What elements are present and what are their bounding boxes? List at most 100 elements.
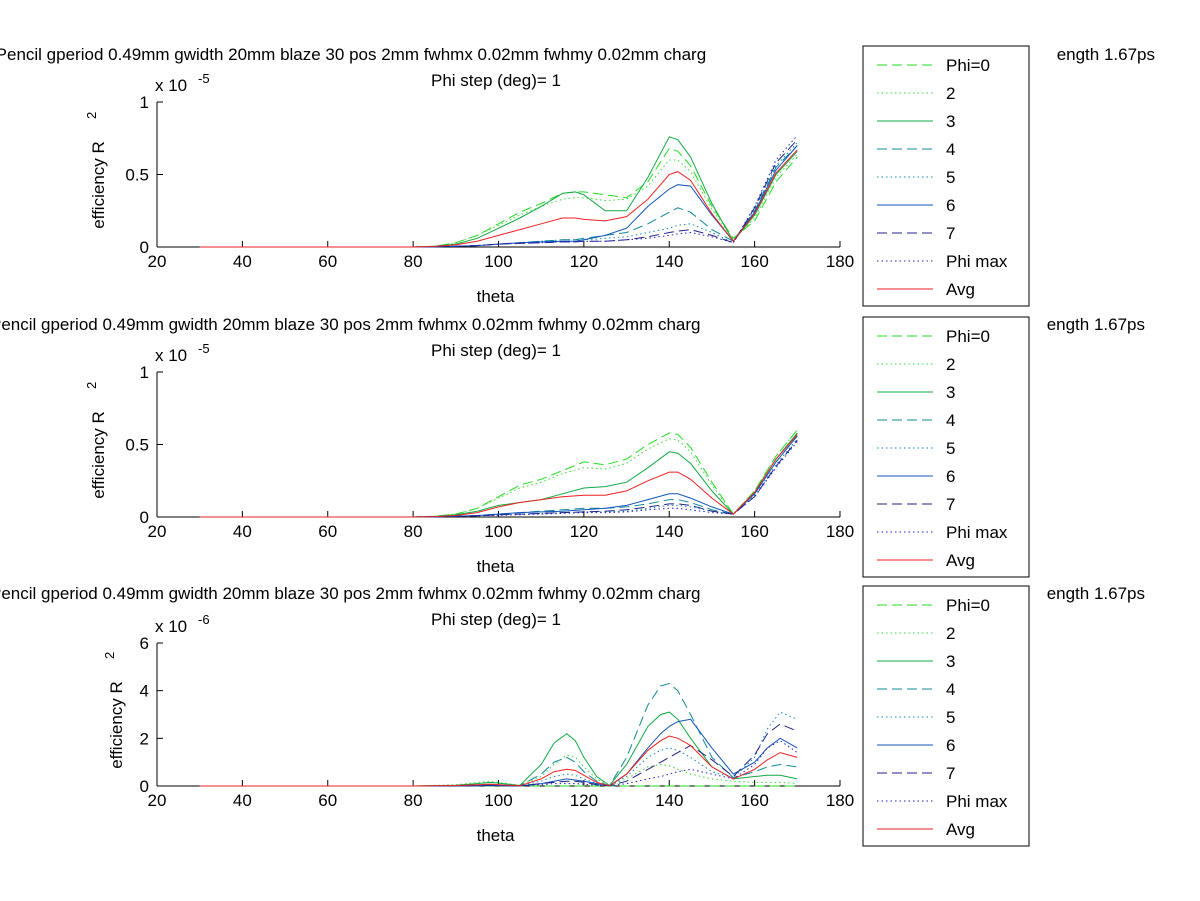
axis-multiplier-exponent: -5 [198,71,210,86]
chart-panel-3: Pencil gperiod 0.49mm gwidth 20mm blaze … [0,584,1145,847]
y-axis-label: efficiency R [89,411,108,499]
series-line-9 [199,149,798,248]
series-line-7 [199,723,798,787]
chart-panel-2: Pencil gperiod 0.49mm gwidth 20mm blaze … [0,315,1145,578]
chart-title: Pencil gperiod 0.49mm gwidth 20mm blaze … [0,315,701,334]
x-tick-label: 100 [484,252,512,271]
legend-label: 3 [946,383,955,402]
axis-multiplier-exponent: -6 [198,612,210,627]
series-line-9 [199,434,798,518]
series-line-2 [199,754,798,787]
series-line-3 [199,711,798,787]
axis-multiplier: x 10 [155,76,187,95]
y-tick-label: 0 [140,238,149,257]
legend-label: Phi max [946,252,1008,271]
y-axis-label-superscript: 2 [102,652,117,659]
series-line-7 [199,139,798,248]
legend-label: 6 [946,736,955,755]
axis-multiplier: x 10 [155,346,187,365]
y-axis-label: efficiency R [89,141,108,229]
legend-label: Avg [946,820,975,839]
x-tick-label: 100 [484,522,512,541]
legend-label: 2 [946,624,955,643]
y-tick-label: 1 [140,363,149,382]
x-tick-label: 40 [233,791,252,810]
legend-box [862,45,1030,307]
legend-label: 4 [946,411,955,430]
series-line-6 [199,435,798,518]
chart-title-right: ength 1.67ps [1047,584,1145,603]
series-line-3 [199,432,798,518]
legend-label: 7 [946,495,955,514]
legend-label: 5 [946,439,955,458]
series-line-6 [199,145,798,248]
chart-title: -Pencil gperiod 0.49mm gwidth 20mm blaze… [0,45,706,64]
x-tick-label: 20 [148,252,167,271]
legend-label: Avg [946,280,975,299]
chart-subtitle: Phi step (deg)= 1 [431,71,561,90]
x-tick-label: 40 [233,522,252,541]
series-line-2 [199,153,798,248]
x-tick-label: 120 [570,252,598,271]
series-line-3 [199,136,798,248]
x-tick-label: 160 [740,522,768,541]
x-tick-label: 100 [484,791,512,810]
legend-label: 3 [946,112,955,131]
legend-label: Phi max [946,523,1008,542]
series-line-5 [199,711,798,787]
y-tick-label: 0 [140,508,149,527]
x-tick-label: 140 [655,522,683,541]
y-tick-label: 0.5 [125,436,149,455]
legend-label: 5 [946,708,955,727]
y-axis-label-superscript: 2 [84,382,99,389]
legend-label: 6 [946,196,955,215]
legend-label: Phi=0 [946,327,990,346]
legend-label: Phi max [946,792,1008,811]
y-tick-label: 1 [140,93,149,112]
legend-box [862,316,1030,578]
y-tick-label: 2 [140,729,149,748]
y-axis-label: efficiency R [107,681,126,769]
series-line-4 [199,145,798,248]
x-tick-label: 120 [570,791,598,810]
x-tick-label: 160 [740,791,768,810]
chart-title: Pencil gperiod 0.49mm gwidth 20mm blaze … [0,584,701,603]
series-line-8 [199,134,798,248]
y-tick-label: 0.5 [125,166,149,185]
legend-label: Avg [946,551,975,570]
legend-label: 2 [946,84,955,103]
series-line-4 [199,682,798,787]
x-tick-label: 60 [318,252,337,271]
x-tick-label: 180 [826,791,854,810]
legend-label: 2 [946,355,955,374]
x-axis-label: theta [477,826,515,845]
y-tick-label: 0 [140,777,149,796]
legend-label: Phi=0 [946,56,990,75]
legend-label: 4 [946,680,955,699]
x-tick-label: 60 [318,791,337,810]
legend-label: 7 [946,764,955,783]
series-line-9 [199,735,798,787]
legend-label: 7 [946,224,955,243]
x-tick-label: 20 [148,522,167,541]
x-tick-label: 20 [148,791,167,810]
x-tick-label: 80 [404,791,423,810]
axis-multiplier: x 10 [155,617,187,636]
legend-label: 6 [946,467,955,486]
x-axis-label: theta [477,557,515,576]
series-line-8 [199,740,798,787]
series-line-2 [199,429,798,518]
x-tick-label: 140 [655,252,683,271]
x-tick-label: 120 [570,522,598,541]
chart-subtitle: Phi step (deg)= 1 [431,341,561,360]
chart-subtitle: Phi step (deg)= 1 [431,610,561,629]
legend-label: Phi=0 [946,596,990,615]
series-line-1 [199,429,798,518]
series-line-1 [199,147,798,248]
legend-box [862,585,1030,847]
chart-panel-1: -Pencil gperiod 0.49mm gwidth 20mm blaze… [0,45,1155,307]
series-line-6 [199,718,798,787]
x-tick-label: 80 [404,522,423,541]
legend-label: 4 [946,140,955,159]
